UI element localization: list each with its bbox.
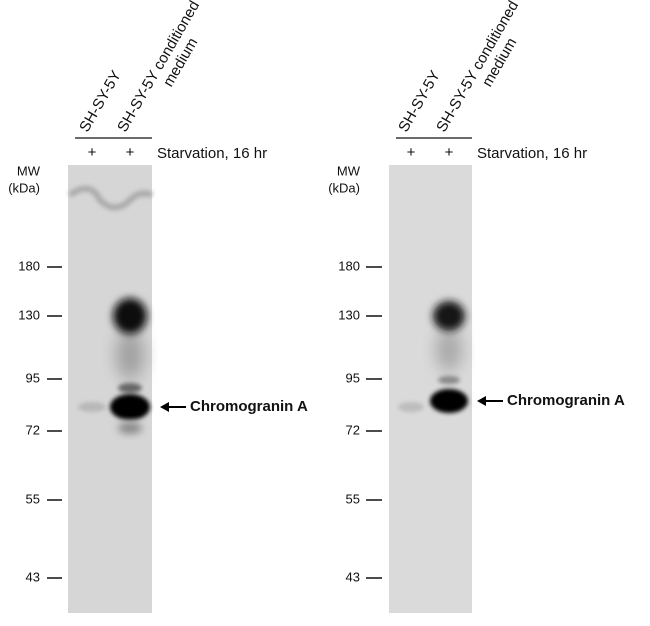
lane-label-line: SH-SY-5Y conditioned	[114, 0, 203, 135]
mw-marker-label: 95	[26, 370, 40, 385]
mw-title: MW	[337, 163, 361, 178]
mw-marker-label: 95	[346, 370, 360, 385]
treatment-label: Starvation, 16 hr	[157, 145, 267, 162]
blot-membrane	[389, 165, 472, 613]
treatment-sign: +	[445, 144, 454, 161]
mw-marker-label: 130	[18, 307, 40, 322]
lane-label-line: SH-SY-5Y conditioned	[433, 0, 522, 135]
mw-marker-label: 180	[18, 258, 40, 273]
band-arrow-head	[477, 396, 486, 406]
mw-marker-label: 72	[26, 422, 40, 437]
band-label: Chromogranin A	[507, 392, 625, 409]
mw-marker-label: 55	[346, 491, 360, 506]
mw-title: MW	[17, 163, 41, 178]
mw-title: (kDa)	[328, 180, 360, 195]
treatment-sign: +	[88, 144, 97, 161]
mw-title: (kDa)	[8, 180, 40, 195]
treatment-sign: +	[407, 144, 416, 161]
treatment-label: Starvation, 16 hr	[477, 145, 587, 162]
mw-marker-label: 55	[26, 491, 40, 506]
mw-marker-label: 130	[338, 307, 360, 322]
mw-marker-label: 72	[346, 422, 360, 437]
band-label: Chromogranin A	[190, 398, 308, 415]
blot-membrane	[68, 165, 154, 613]
mw-marker-label: 180	[338, 258, 360, 273]
mw-marker-label: 43	[26, 569, 40, 584]
band-arrow-head	[160, 402, 169, 412]
mw-marker-label: 43	[346, 569, 360, 584]
treatment-sign: +	[126, 144, 135, 161]
